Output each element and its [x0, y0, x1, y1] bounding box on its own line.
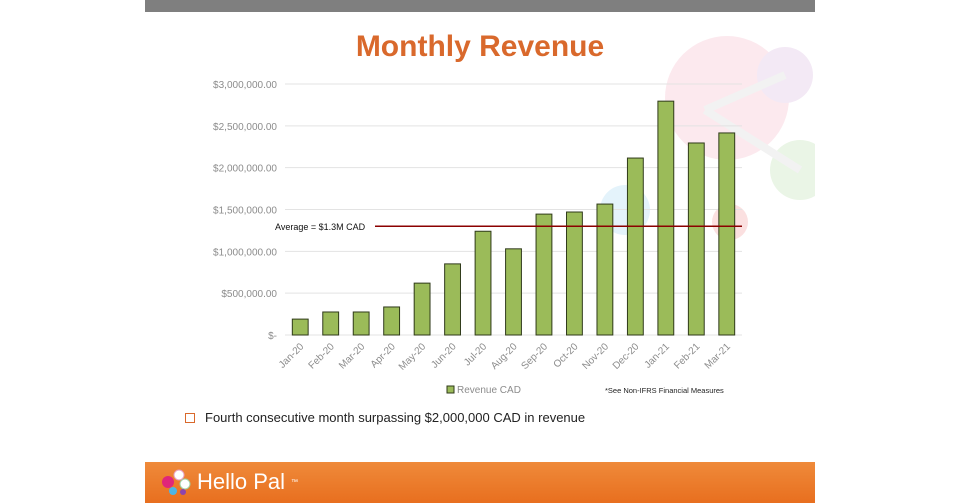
x-tick-label: Apr-20	[369, 341, 398, 370]
bar	[718, 132, 736, 336]
bar	[474, 230, 492, 336]
chart-title: Monthly Revenue	[355, 30, 605, 63]
x-tick-label: Aug-20	[489, 341, 520, 372]
x-tick-label: Oct-20	[552, 341, 581, 370]
slide: Monthly Revenue $- $500,000.00 $1,000,000.…	[145, 0, 815, 503]
bar	[352, 311, 370, 336]
bar	[291, 318, 309, 336]
average-label: Average = $1.3M CAD	[275, 222, 366, 232]
x-tick-label: Feb-21	[672, 341, 702, 371]
x-tick-label: Nov-20	[580, 341, 611, 372]
legend-label: Revenue CAD	[457, 385, 521, 396]
x-tick-label: Feb-20	[307, 341, 337, 371]
background-decoration	[600, 36, 815, 240]
logo-icon	[162, 469, 191, 495]
x-tick-label: Jan-20	[277, 341, 307, 371]
y-tick-label: $2,500,000.00	[213, 122, 277, 133]
y-tick-label: $-	[268, 331, 277, 342]
y-tick-label: $2,000,000.00	[213, 164, 277, 175]
bar	[444, 263, 461, 336]
x-tick-label: Jul-20	[462, 341, 489, 368]
x-tick-label: Sep-20	[520, 341, 551, 372]
hello-pal-logo: Hello Pal ™	[161, 469, 298, 495]
y-tick-label: $1,500,000.00	[213, 206, 277, 217]
bar	[505, 248, 522, 336]
bullet-text: Fourth consecutive month surpassing $2,0…	[205, 410, 586, 425]
bar	[383, 306, 401, 336]
bar	[413, 282, 431, 336]
y-tick-label: $500,000.00	[221, 289, 277, 300]
footnote: *See Non-IFRS Financial Measures	[605, 386, 724, 395]
bar	[596, 203, 614, 336]
legend-swatch	[446, 385, 455, 394]
bullet-point: Fourth consecutive month surpassing $2,0…	[185, 410, 585, 425]
x-tick-label: Mar-21	[703, 341, 733, 371]
x-tick-label: Jan-21	[643, 341, 673, 371]
footer-bar	[145, 462, 815, 503]
checkbox-bullet-icon	[185, 412, 195, 423]
bar	[535, 213, 553, 336]
bar	[626, 157, 644, 336]
bar	[322, 311, 340, 336]
bar	[687, 142, 705, 336]
x-tick-label: Mar-20	[337, 341, 367, 371]
x-tick-label: May-20	[397, 341, 429, 373]
y-tick-label: $1,000,000.00	[213, 247, 277, 258]
trademark: ™	[291, 478, 299, 486]
revenue-chart: $- $500,000.00 $1,000,000.00 $1,500,000.00 $…	[213, 80, 742, 396]
y-tick-label: $3,000,000.00	[213, 80, 277, 91]
x-tick-label: Jun-20	[429, 341, 459, 371]
x-tick-label: Dec-20	[611, 341, 642, 372]
bar	[657, 100, 675, 336]
bar	[566, 211, 583, 336]
top-bar	[145, 0, 815, 12]
brand-name: Hello Pal	[197, 469, 286, 494]
